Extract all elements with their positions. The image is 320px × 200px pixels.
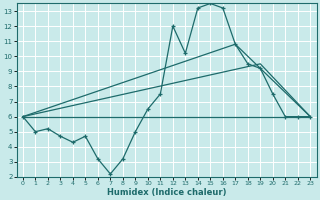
X-axis label: Humidex (Indice chaleur): Humidex (Indice chaleur) [107, 188, 226, 197]
